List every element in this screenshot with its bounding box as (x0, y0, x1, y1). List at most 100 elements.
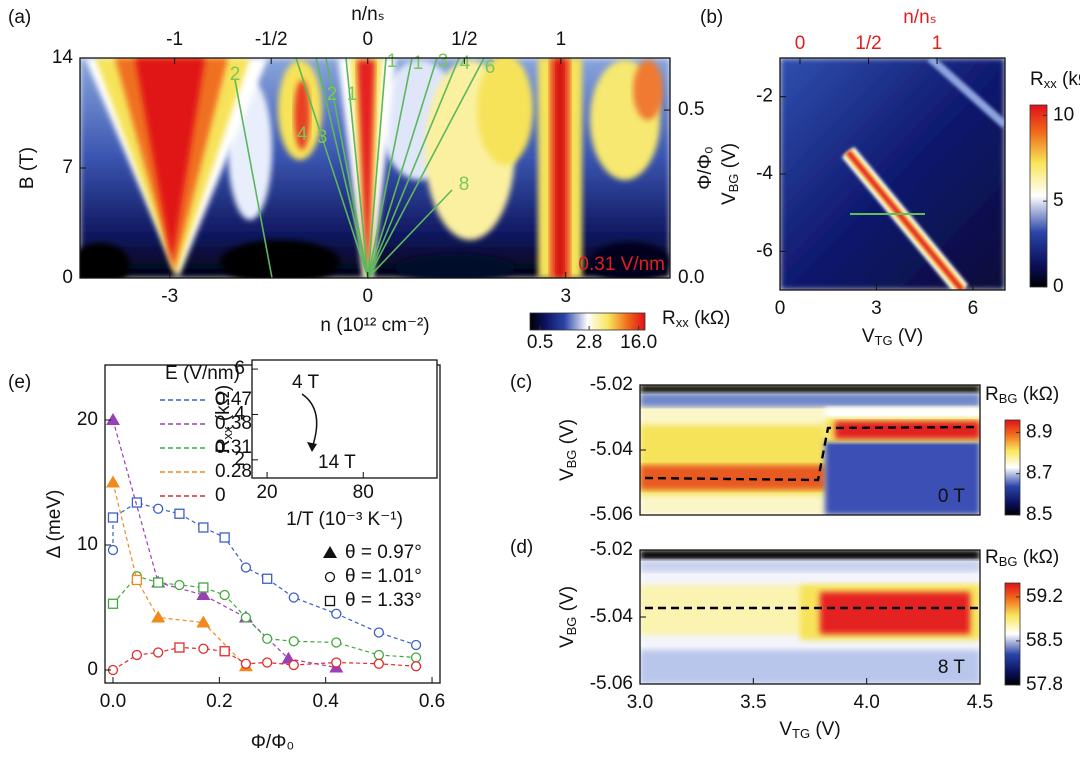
heatmap-region (640, 550, 980, 560)
series-line (112, 419, 337, 669)
data-point (373, 658, 384, 669)
data-point (219, 589, 230, 601)
data-point (331, 637, 342, 648)
colorbar-tick-label: 57.8 (1026, 674, 1063, 695)
annotation: 8 T (938, 657, 966, 678)
inset-bg (252, 360, 437, 478)
data-point (262, 633, 273, 644)
data-point (105, 475, 120, 488)
heatmap-region (927, 58, 1005, 128)
y-axis-label-part: (V) (557, 586, 578, 617)
series-line (112, 646, 417, 671)
annotation: 14 T (318, 452, 356, 473)
legend-label: 0.47 (215, 389, 252, 410)
fan-label: 6 (485, 57, 496, 78)
colorbar (1029, 104, 1048, 288)
colorbar-label-part: R (1030, 69, 1044, 90)
heatmap-region (820, 592, 970, 634)
legend-marker (324, 595, 336, 607)
y-axis-label-part: R (213, 439, 234, 453)
fan-label: 8 (459, 174, 470, 195)
plot-area (780, 58, 1005, 290)
x-tick-label: 20 (256, 482, 277, 503)
y-tick-label: -4 (756, 163, 773, 184)
y-tick-label: -6 (756, 240, 773, 261)
x2-tick-label: 1/2 (855, 33, 881, 54)
colorbar-tick-label: 10 (1053, 104, 1074, 125)
data-point (105, 413, 120, 425)
colorbar-label-part: R (662, 308, 676, 329)
data-point (131, 497, 143, 508)
colorbar-tick-label: 59.2 (1026, 586, 1063, 607)
data-point (240, 612, 252, 623)
annotation: 0 T (938, 486, 966, 507)
data-point (196, 615, 211, 628)
data-point (196, 588, 211, 600)
fan-label: 3 (438, 51, 449, 72)
y-axis-label-part: BG (564, 450, 579, 469)
colorbar-label-part: xx (1044, 76, 1058, 91)
x-axis-label-part: V (862, 326, 875, 347)
y-axis-label-part: V (557, 635, 578, 648)
y2-axis-label: Φ/Φ₀ (695, 146, 716, 189)
data-point (151, 610, 166, 623)
y-tick-label: 2 (234, 449, 245, 470)
heatmap-region (135, 58, 205, 262)
data-point (288, 659, 299, 671)
x-tick-label: 0.2 (206, 691, 232, 712)
x-tick-label: 3.5 (740, 692, 766, 713)
data-point (174, 508, 185, 519)
fan-label: 2 (230, 64, 241, 85)
arrow (301, 393, 318, 449)
fan-line (367, 58, 413, 278)
colorbar-label-part: R (985, 547, 999, 568)
data-point (198, 522, 209, 533)
colorbar (1004, 582, 1021, 686)
colorbar (1004, 419, 1021, 516)
colorbar-label: RBG (kΩ) (985, 547, 1059, 569)
y-tick-label: 0 (62, 267, 73, 288)
x-tick-label: 3.0 (627, 692, 653, 713)
x-tick-label: 0.4 (312, 691, 339, 712)
y-axis-label-part: (kΩ) (213, 385, 234, 427)
y-tick-label: -5.06 (590, 504, 633, 525)
x-tick-label: 0.0 (100, 691, 126, 712)
step-line (644, 425, 979, 482)
plot-area (105, 413, 422, 676)
fan-label: 2 (327, 84, 338, 105)
x-tick-label: 4.0 (853, 692, 879, 713)
fan-line (315, 58, 369, 278)
y-tick-label: -5.02 (590, 539, 633, 560)
data-point (331, 657, 342, 668)
frame (251, 359, 438, 479)
plot-area (80, 58, 670, 278)
colorbar-label-part: (kΩ) (1018, 384, 1060, 405)
heatmap-region (640, 385, 980, 393)
colorbar-label: Rxx (kΩ) (1030, 69, 1080, 91)
heatmap-region (825, 407, 980, 421)
fan-line (295, 58, 369, 278)
fan-line (367, 58, 387, 278)
y-tick-label: -2 (756, 86, 773, 107)
colorbar-label-part: BG (999, 391, 1018, 406)
fan-line (367, 189, 453, 278)
data-point (153, 647, 164, 658)
y-axis-label-part: xx (220, 426, 235, 440)
data-point (198, 582, 209, 593)
heatmap-region (590, 242, 670, 278)
heatmap-region (80, 243, 130, 278)
x-tick-label: 3 (871, 298, 882, 319)
fan-line (325, 58, 369, 278)
y-axis-label: Δ (meV) (44, 490, 65, 559)
y-tick-label: 0 (87, 659, 98, 680)
heatmap-region (220, 240, 340, 278)
x-tick-label: -3 (161, 286, 178, 307)
series-line (112, 575, 417, 659)
x-axis-label-part: (V) (893, 326, 924, 347)
colorbar-label-part: xx (676, 315, 690, 330)
colorbar-tick-label: 2.8 (576, 332, 602, 353)
heatmap-region (395, 254, 515, 278)
colorbar-tick-label: 16.0 (620, 332, 657, 353)
fan-label: 3 (317, 127, 328, 148)
x-tick-label: 0.6 (419, 691, 445, 712)
